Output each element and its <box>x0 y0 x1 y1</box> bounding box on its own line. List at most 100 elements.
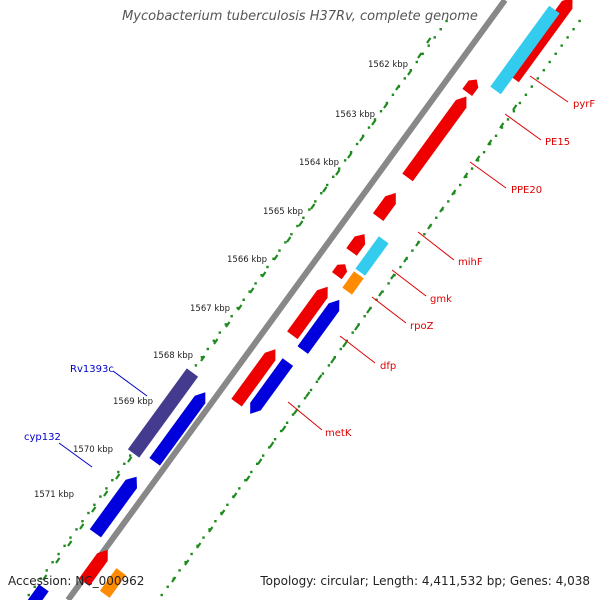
ruler-dot <box>75 528 78 531</box>
ruler-dot <box>51 561 54 564</box>
ruler-tick <box>475 155 481 162</box>
gene-labels: pyrF PE15 PPE20 mihF gmk rpoZ dfp metK Rv1393c cy… <box>24 99 595 443</box>
ruler-tick <box>225 321 231 328</box>
ruler-dot <box>355 142 359 146</box>
ruler-tick <box>395 84 401 91</box>
ruler-tick <box>415 240 421 247</box>
ruler-dot <box>351 331 354 334</box>
ruler-dot <box>476 159 480 162</box>
ruler-dot <box>375 298 378 301</box>
forward-gene-feature <box>79 549 108 586</box>
forward-gene-feature <box>231 349 276 407</box>
ruler-dot <box>578 19 581 23</box>
ruler-dot <box>518 101 522 105</box>
ruler-tick-label: 1566 kbp <box>227 255 267 265</box>
ruler-tick <box>359 135 365 142</box>
label-leader-line <box>391 269 427 297</box>
ruler-dot <box>326 183 329 187</box>
ruler-tick <box>378 290 384 297</box>
ruler-dot <box>99 495 102 498</box>
ruler-dot <box>262 454 265 457</box>
ruler-tick <box>317 374 323 381</box>
ruler-tick <box>184 559 190 566</box>
ruler-dot <box>566 36 569 39</box>
ruler-dot <box>332 175 335 178</box>
ruler-tick <box>67 540 73 547</box>
ruler-dot <box>536 77 539 80</box>
label-leader-line <box>504 113 542 141</box>
ruler-tick <box>171 576 177 583</box>
ruler-dot <box>63 544 66 547</box>
ruler-tick <box>103 490 109 497</box>
ruler-dot <box>254 282 257 285</box>
label-leader-line <box>287 401 323 431</box>
ruler-dot <box>548 60 551 64</box>
ruler-tick <box>249 287 255 294</box>
ruler-tick <box>220 509 226 516</box>
ruler-tick <box>310 203 316 210</box>
ruler-tick <box>427 223 433 230</box>
forward-gene-label: PPE20 <box>511 185 542 196</box>
gene-feature-orange <box>342 271 364 295</box>
ruler-dot <box>367 126 371 129</box>
ruler-tick-label: 1565 kbp <box>263 207 303 217</box>
ruler-dot <box>500 126 504 129</box>
ruler-dot <box>572 28 575 31</box>
ruler-dot <box>278 249 281 252</box>
ruler-dot <box>309 388 313 392</box>
ruler-dot <box>69 536 72 539</box>
ruler-dot <box>494 134 498 137</box>
ruler-dot <box>45 569 48 572</box>
ruler-dot <box>105 487 108 490</box>
label-leader-line <box>112 370 148 397</box>
ruler-dot <box>512 110 516 113</box>
ruler-tick <box>487 139 493 146</box>
ruler-tick <box>451 189 457 196</box>
ruler-dot <box>303 397 307 400</box>
gene-features <box>27 0 573 600</box>
ruler-dot <box>339 347 342 351</box>
ruler-tick <box>335 169 341 176</box>
reverse-gene-feature <box>149 392 206 466</box>
forward-gene-label: pyrF <box>573 99 595 110</box>
ruler-dot <box>194 364 198 367</box>
ruler-tick <box>269 441 275 448</box>
ruler-dot <box>373 118 377 121</box>
ruler-tick-label: 1570 kbp <box>73 445 113 455</box>
ruler-dot <box>27 593 30 597</box>
forward-gene-label: rpoZ <box>410 321 434 332</box>
genome-backbone <box>65 0 508 600</box>
ruler-dot <box>415 60 418 64</box>
forward-gene-feature <box>402 96 467 182</box>
forward-gene-label: dfp <box>380 361 396 372</box>
forward-gene-feature <box>287 286 328 340</box>
ruler-tick <box>55 557 61 564</box>
ruler-tick-label: 1569 kbp <box>113 397 153 407</box>
ruler-dot <box>214 520 217 523</box>
ruler-tick-label: 1567 kbp <box>190 304 230 314</box>
forward-gene-label: mihF <box>458 257 483 268</box>
ruler-tick <box>407 69 413 76</box>
ruler-dot <box>256 462 259 465</box>
ruler-tick <box>347 152 353 159</box>
reverse-gene-feature <box>250 358 294 414</box>
ruler-dot <box>33 585 36 588</box>
ruler-dot <box>212 339 215 342</box>
ruler-tick <box>261 271 267 278</box>
ruler-ticks-inner <box>171 104 518 583</box>
ruler-tick <box>42 574 48 581</box>
ruler-dot <box>184 561 187 564</box>
gene-feature-orange <box>99 568 127 598</box>
gene-feature-light <box>490 5 560 95</box>
ruler-dot <box>387 282 390 285</box>
ruler-dot <box>349 151 353 154</box>
label-leader-lines <box>58 75 569 468</box>
ruler-tick <box>245 475 251 482</box>
ruler-dot <box>327 364 331 367</box>
ruler-tick <box>330 357 336 364</box>
ruler-tick <box>439 206 445 213</box>
ruler-dot <box>248 290 251 293</box>
ruler-dot <box>57 552 60 556</box>
